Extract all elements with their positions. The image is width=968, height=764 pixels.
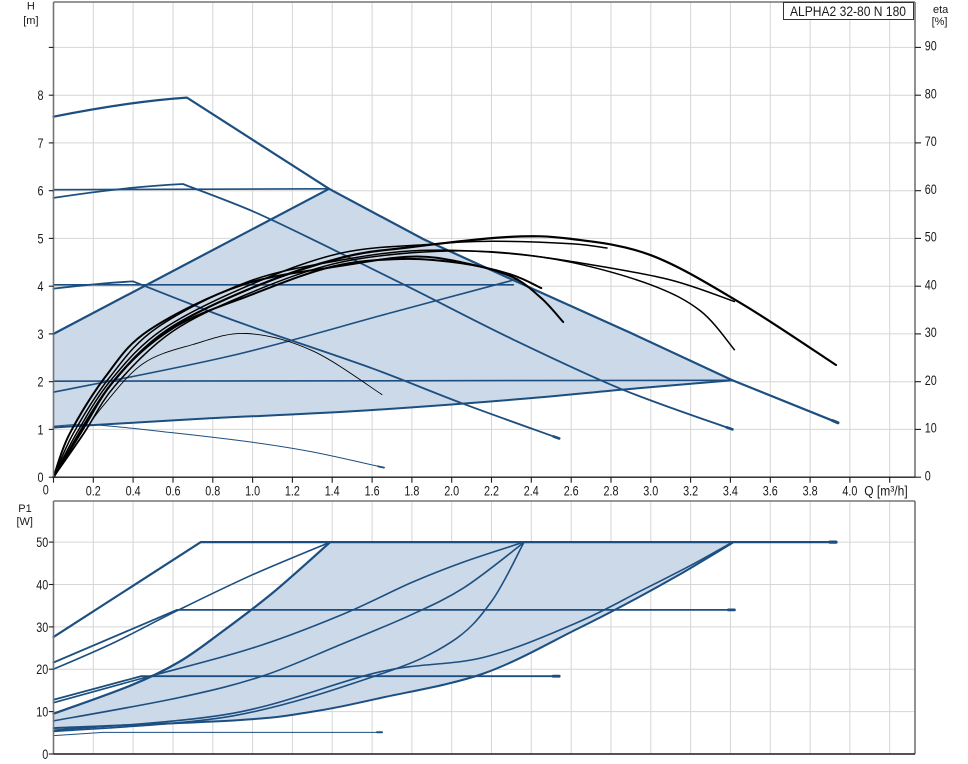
- svg-text:[m]: [m]: [23, 15, 38, 27]
- svg-text:[W]: [W]: [16, 516, 33, 528]
- svg-text:3: 3: [38, 327, 44, 342]
- svg-text:3.6: 3.6: [763, 484, 778, 499]
- svg-text:50: 50: [36, 535, 48, 550]
- svg-text:50: 50: [925, 230, 937, 245]
- svg-text:1.8: 1.8: [404, 484, 419, 499]
- svg-text:20: 20: [36, 662, 48, 677]
- svg-text:2.8: 2.8: [604, 484, 619, 499]
- svg-text:0.8: 0.8: [205, 484, 220, 499]
- svg-text:4: 4: [38, 279, 44, 294]
- svg-text:0: 0: [925, 468, 931, 483]
- svg-text:0: 0: [38, 470, 44, 485]
- svg-text:40: 40: [925, 277, 937, 292]
- svg-text:2.6: 2.6: [564, 484, 579, 499]
- svg-text:40: 40: [36, 578, 48, 593]
- svg-text:ALPHA2 32-80 N 180: ALPHA2 32-80 N 180: [790, 4, 906, 19]
- svg-text:0.2: 0.2: [86, 484, 101, 499]
- svg-text:3.0: 3.0: [643, 484, 658, 499]
- svg-text:70: 70: [925, 134, 937, 149]
- svg-text:8: 8: [38, 88, 44, 103]
- svg-text:10: 10: [36, 705, 48, 720]
- svg-text:2.2: 2.2: [484, 484, 499, 499]
- svg-text:30: 30: [36, 620, 48, 635]
- svg-text:20: 20: [925, 373, 937, 388]
- svg-text:1.6: 1.6: [365, 484, 380, 499]
- svg-text:30: 30: [925, 325, 937, 340]
- svg-text:6: 6: [38, 184, 44, 199]
- svg-text:3.4: 3.4: [723, 484, 738, 499]
- svg-text:2.4: 2.4: [524, 484, 539, 499]
- svg-text:0: 0: [43, 483, 49, 498]
- svg-text:3.2: 3.2: [683, 484, 698, 499]
- svg-text:1.2: 1.2: [285, 484, 300, 499]
- svg-text:0.6: 0.6: [166, 484, 181, 499]
- svg-text:1: 1: [38, 422, 44, 437]
- svg-text:1.4: 1.4: [325, 484, 340, 499]
- svg-text:3.8: 3.8: [803, 484, 818, 499]
- svg-text:Q [m³/h]: Q [m³/h]: [864, 484, 908, 499]
- svg-text:60: 60: [925, 182, 937, 197]
- svg-text:1.0: 1.0: [245, 484, 260, 499]
- svg-text:0: 0: [42, 747, 48, 762]
- svg-text:90: 90: [925, 39, 937, 54]
- svg-text:eta: eta: [933, 4, 949, 16]
- svg-text:[%]: [%]: [932, 16, 948, 28]
- svg-text:P1: P1: [18, 503, 31, 515]
- svg-text:2.0: 2.0: [444, 484, 459, 499]
- svg-text:7: 7: [38, 136, 44, 151]
- svg-text:80: 80: [925, 86, 937, 101]
- svg-text:H: H: [27, 1, 35, 13]
- svg-text:5: 5: [38, 231, 44, 246]
- svg-text:10: 10: [925, 421, 937, 436]
- svg-text:4.0: 4.0: [842, 484, 857, 499]
- svg-text:2: 2: [38, 375, 44, 390]
- svg-text:0.4: 0.4: [126, 484, 141, 499]
